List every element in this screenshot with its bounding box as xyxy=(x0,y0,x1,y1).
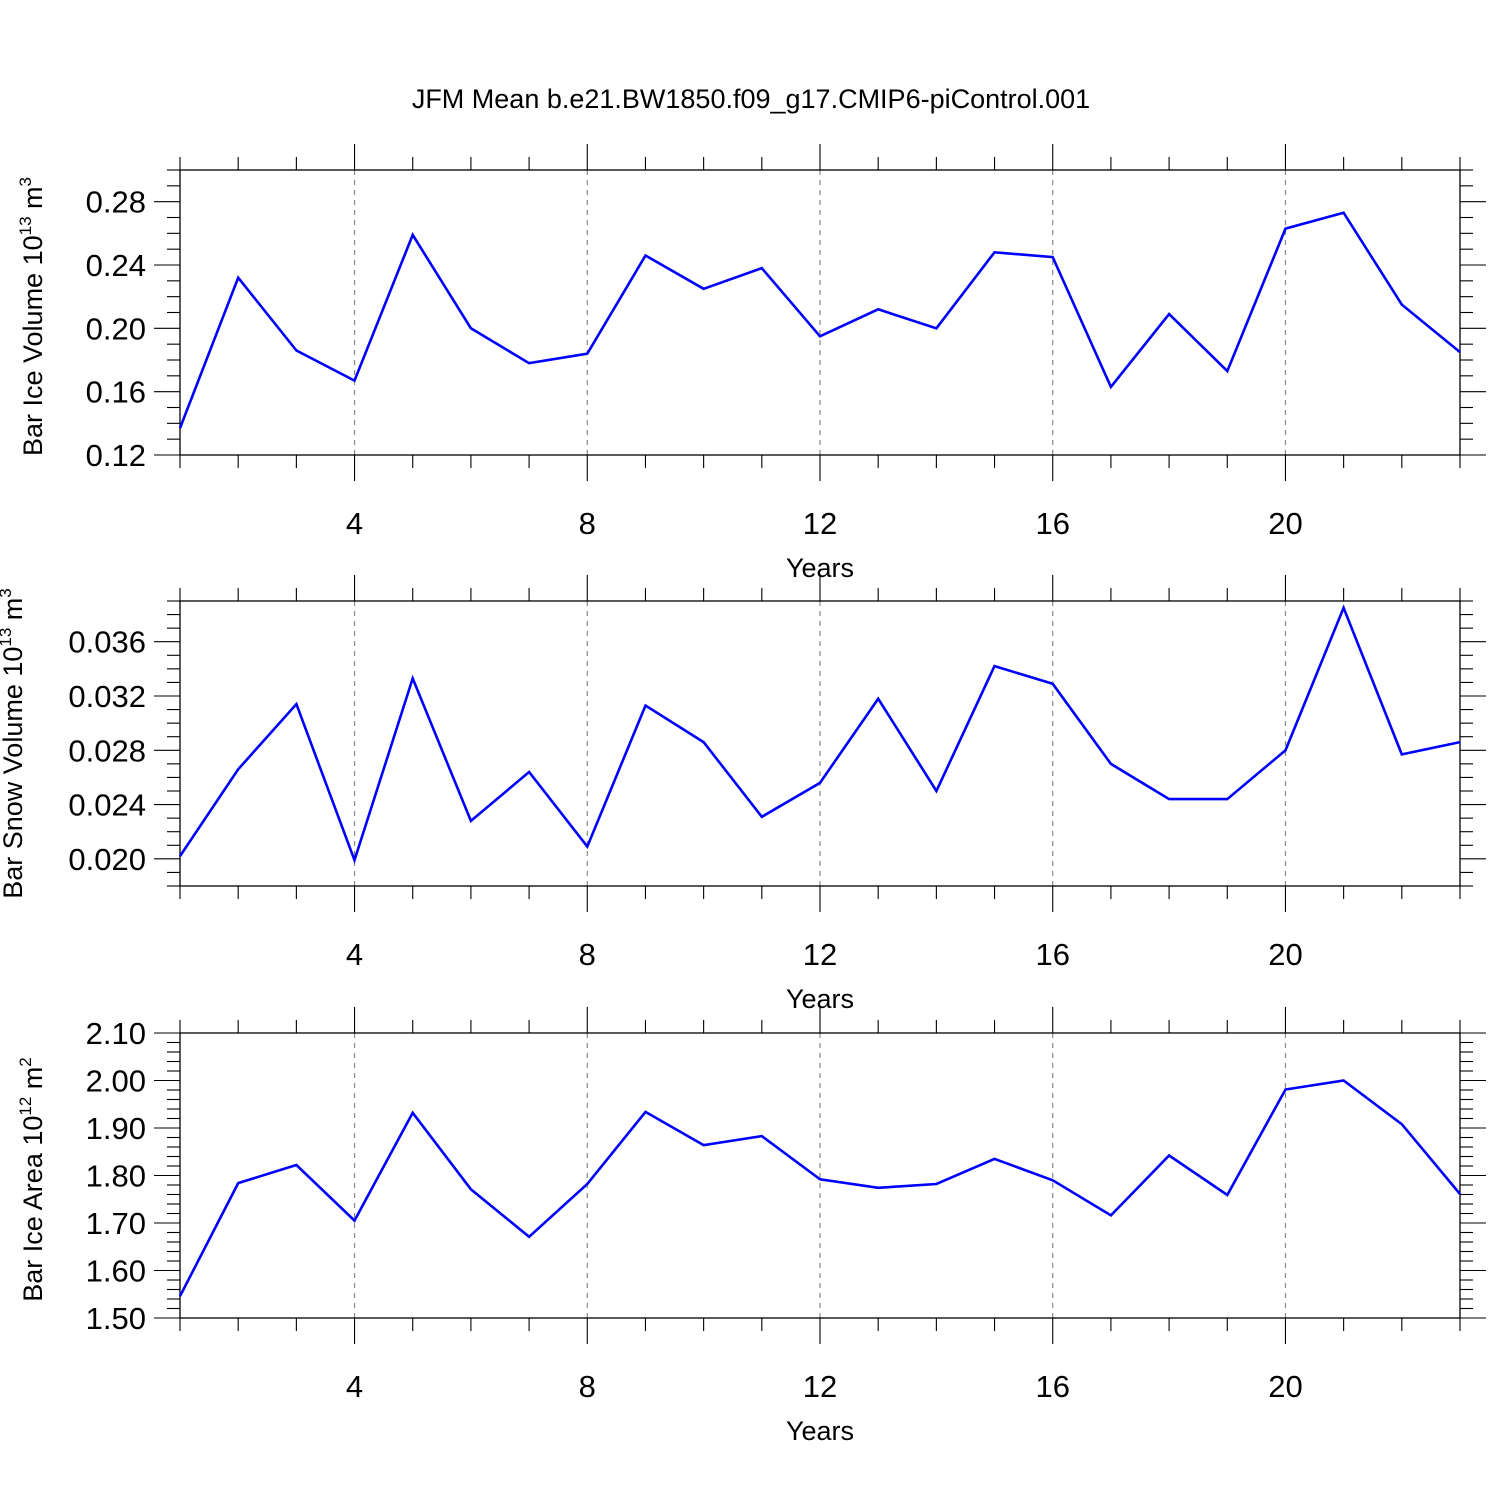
y-axis-label-text: m xyxy=(18,1067,48,1097)
y-axis-label-superscript: 3 xyxy=(0,588,15,597)
x-tick-label: 20 xyxy=(1268,506,1302,541)
y-axis-label: Bar Ice Volume 1013 m3 xyxy=(16,177,48,456)
y-tick-label: 0.24 xyxy=(86,248,146,283)
y-tick-label: 0.28 xyxy=(86,185,146,220)
y-axis-label-superscript: 2 xyxy=(16,1057,35,1066)
x-tick-label: 12 xyxy=(803,937,837,972)
x-tick-label: 8 xyxy=(579,1369,596,1404)
y-tick-label: 0.028 xyxy=(68,733,146,768)
chart-title: JFM Mean b.e21.BW1850.f09_g17.CMIP6-piCo… xyxy=(412,84,1090,114)
y-axis-label-superscript: 12 xyxy=(16,1097,35,1116)
x-tick-label: 12 xyxy=(803,506,837,541)
x-tick-label: 16 xyxy=(1035,1369,1069,1404)
y-axis-label-superscript: 13 xyxy=(16,216,35,235)
x-tick-label: 16 xyxy=(1035,937,1069,972)
y-axis-label-text: Bar Ice Area 10 xyxy=(18,1116,48,1302)
y-tick-label: 2.00 xyxy=(86,1064,146,1099)
y-axis-label: Bar Ice Area 1012 m2 xyxy=(16,1057,48,1302)
x-tick-label: 12 xyxy=(803,1369,837,1404)
x-tick-label: 20 xyxy=(1268,1369,1302,1404)
y-axis-label-superscript: 13 xyxy=(0,628,15,647)
x-tick-label: 20 xyxy=(1268,937,1302,972)
x-tick-label: 4 xyxy=(346,937,363,972)
y-tick-label: 1.60 xyxy=(86,1254,146,1289)
y-tick-label: 1.50 xyxy=(86,1301,146,1336)
y-tick-label: 1.90 xyxy=(86,1111,146,1146)
y-axis-label-text: Bar Ice Volume 10 xyxy=(18,235,48,456)
x-tick-label: 16 xyxy=(1035,506,1069,541)
y-tick-label: 1.80 xyxy=(86,1159,146,1194)
x-axis-label: Years xyxy=(786,1416,854,1446)
x-tick-label: 4 xyxy=(346,1369,363,1404)
y-axis-label-superscript: 3 xyxy=(16,177,35,186)
y-tick-label: 1.70 xyxy=(86,1206,146,1241)
y-tick-label: 0.024 xyxy=(68,788,146,823)
y-axis-label-text: m xyxy=(18,186,48,216)
y-axis-label-text: m xyxy=(0,598,28,628)
panels: 4 8 12 16 20 Years 0.12 0.16 0.20 0.24 0.28 Bar Ice… xyxy=(0,144,1486,1446)
y-tick-label: 0.020 xyxy=(68,842,146,877)
y-tick-label: 0.032 xyxy=(68,679,146,714)
y-tick-label: 2.10 xyxy=(86,1016,146,1051)
x-tick-label: 8 xyxy=(579,937,596,972)
x-tick-label: 8 xyxy=(579,506,596,541)
x-tick-label: 4 xyxy=(346,506,363,541)
y-axis-label-text: Bar Snow Volume 10 xyxy=(0,647,28,899)
series-line xyxy=(178,604,1461,865)
y-tick-label: 0.20 xyxy=(86,311,146,346)
panel-2: 4 8 12 16 20Years0.0200.0240.0280.0320.036Ba… xyxy=(0,575,1486,1014)
y-axis-label: Bar Snow Volume 1013 m3 xyxy=(0,588,28,899)
series-line xyxy=(178,211,1461,429)
y-tick-label: 0.16 xyxy=(86,375,146,410)
panel-3: 4 8 12 16 20 Years 1.50 1.60 1.70 1.80 1.90 2.00 2.1… xyxy=(16,1007,1486,1446)
y-tick-label: 0.036 xyxy=(68,625,146,660)
y-tick-label: 0.12 xyxy=(86,438,146,473)
